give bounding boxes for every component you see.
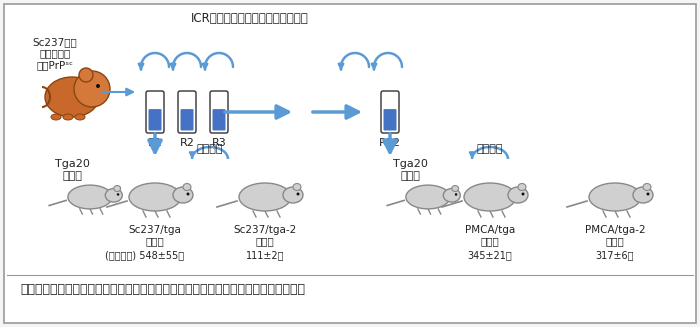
Ellipse shape: [589, 183, 641, 211]
Ellipse shape: [643, 183, 651, 191]
FancyBboxPatch shape: [381, 91, 399, 133]
Text: PMCA/tga
１代目: PMCA/tga １代目: [465, 225, 515, 247]
Text: 317±6日: 317±6日: [596, 250, 634, 260]
Circle shape: [79, 68, 93, 82]
Text: R2: R2: [180, 138, 195, 148]
Ellipse shape: [508, 187, 528, 203]
FancyBboxPatch shape: [213, 109, 225, 130]
Text: Tga20
マウス: Tga20 マウス: [393, 159, 428, 181]
Text: 脳内接種: 脳内接種: [197, 144, 223, 154]
Text: PMCA/tga-2
２代目: PMCA/tga-2 ２代目: [584, 225, 645, 247]
Ellipse shape: [75, 114, 85, 120]
Ellipse shape: [283, 187, 303, 203]
Ellipse shape: [105, 188, 122, 202]
Text: R22: R22: [379, 138, 401, 148]
Ellipse shape: [443, 188, 461, 202]
Text: 図１．生体内および試験管内で生成された異常プリオン蛋白質のマウス伝達性の比較: 図１．生体内および試験管内で生成された異常プリオン蛋白質のマウス伝達性の比較: [20, 283, 305, 296]
Text: ICRマウス脳乳剤を基質として増幅: ICRマウス脳乳剤を基質として増幅: [191, 12, 309, 25]
Ellipse shape: [183, 183, 191, 191]
Text: Sc237感染
ハムスター
由来PrPˢᶜ: Sc237感染 ハムスター 由来PrPˢᶜ: [33, 37, 78, 70]
Circle shape: [186, 193, 190, 196]
Ellipse shape: [518, 183, 526, 191]
FancyBboxPatch shape: [384, 109, 396, 130]
Circle shape: [297, 193, 300, 196]
Ellipse shape: [464, 183, 516, 211]
Ellipse shape: [51, 114, 61, 120]
Ellipse shape: [406, 185, 450, 209]
Text: R3: R3: [211, 138, 226, 148]
Ellipse shape: [239, 183, 291, 211]
Text: Sc237/tga
１代目: Sc237/tga １代目: [129, 225, 181, 247]
FancyBboxPatch shape: [146, 91, 164, 133]
Ellipse shape: [452, 185, 458, 192]
Ellipse shape: [68, 185, 112, 209]
FancyBboxPatch shape: [210, 91, 228, 133]
Text: Sc237/tga-2
２代目: Sc237/tga-2 ２代目: [233, 225, 297, 247]
Ellipse shape: [129, 183, 181, 211]
Circle shape: [96, 84, 100, 88]
Ellipse shape: [114, 185, 120, 192]
Circle shape: [522, 193, 524, 196]
FancyBboxPatch shape: [181, 109, 193, 130]
Ellipse shape: [173, 187, 193, 203]
Ellipse shape: [633, 187, 653, 203]
Text: R1: R1: [148, 138, 162, 148]
Text: 345±21日: 345±21日: [468, 250, 512, 260]
Ellipse shape: [293, 183, 301, 191]
Text: 脳内接種: 脳内接種: [477, 144, 503, 154]
Text: 111±2日: 111±2日: [246, 250, 284, 260]
Ellipse shape: [45, 77, 99, 117]
Circle shape: [74, 71, 110, 107]
FancyBboxPatch shape: [148, 109, 162, 130]
Circle shape: [647, 193, 650, 196]
Text: Tga20
マウス: Tga20 マウス: [55, 159, 90, 181]
FancyBboxPatch shape: [178, 91, 196, 133]
Ellipse shape: [63, 114, 73, 120]
Text: (発症期間) 548±55日: (発症期間) 548±55日: [106, 250, 185, 260]
FancyBboxPatch shape: [4, 4, 696, 323]
Circle shape: [455, 193, 457, 196]
Circle shape: [117, 193, 119, 196]
